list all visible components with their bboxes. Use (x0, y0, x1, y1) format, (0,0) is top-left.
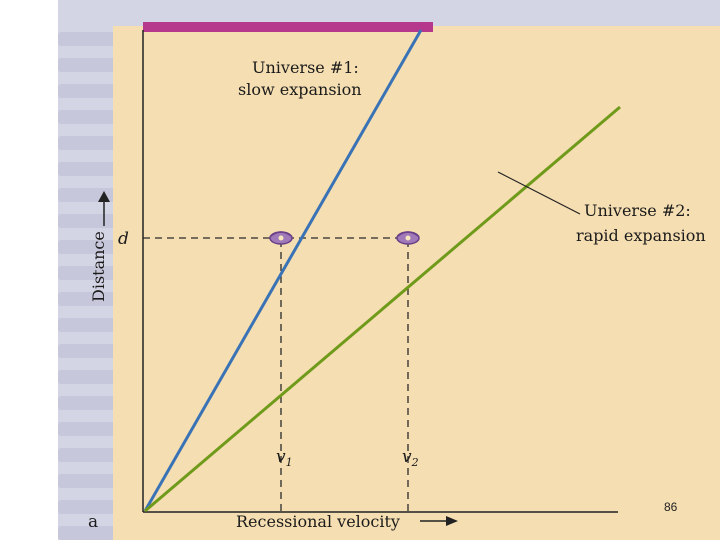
panel-letter: a (88, 512, 98, 532)
distance-arrow-icon (98, 191, 110, 202)
galaxy-icon (269, 231, 293, 245)
galaxy-icon (396, 231, 420, 245)
recessional-velocity-label: Recessional velocity (236, 512, 400, 531)
v2-marker: v2 (402, 447, 419, 469)
top-color-bar (143, 22, 433, 32)
universe2-label-line1: Universe #2: (584, 201, 691, 220)
universe1-label-line1: Universe #1: (252, 58, 359, 77)
universe2-label-line2: rapid expansion (576, 226, 706, 245)
distance-axis-label: Distance (89, 231, 108, 302)
v1-marker: v1 (276, 447, 293, 469)
distance-marker-d: d (118, 229, 129, 249)
universe2-leader-line (497, 171, 581, 215)
slow-expansion-line (143, 29, 423, 512)
universe1-label-line2: slow expansion (238, 80, 362, 99)
figure-panel (113, 26, 720, 540)
velocity-arrow-icon (446, 516, 458, 526)
page-number: 86 (664, 500, 678, 514)
rapid-expansion-line (144, 105, 621, 513)
